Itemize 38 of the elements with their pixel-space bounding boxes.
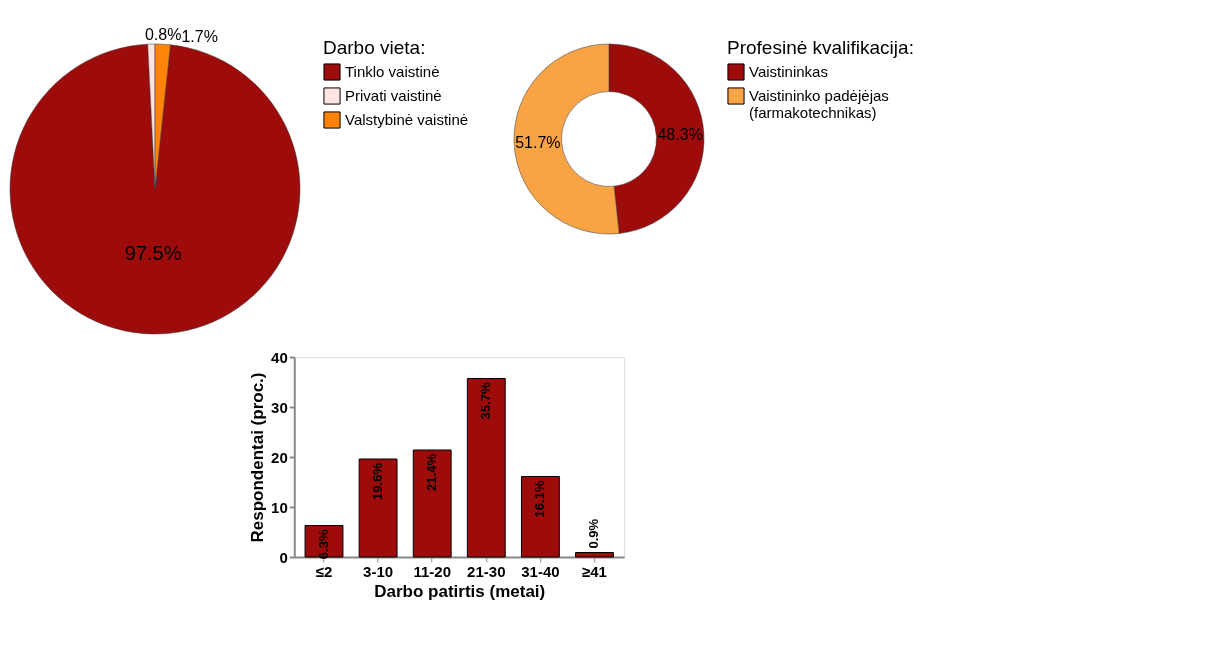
- legend-label: Vaistininkas: [749, 63, 828, 80]
- x-tick-label: 11-20: [413, 562, 451, 580]
- bar: [412, 449, 452, 558]
- y-tick-label: 0: [279, 548, 288, 566]
- y-tick-label: 20: [271, 448, 288, 466]
- pie-slice: [9, 43, 300, 335]
- data-label: 97.5%: [124, 242, 182, 265]
- bar: [466, 378, 506, 558]
- legend-label: Tinklo vaistinė: [345, 63, 440, 80]
- data-label: 35.7%: [478, 382, 494, 420]
- data-label: 0.8%: [144, 26, 182, 44]
- data-label: 48.3%: [657, 126, 703, 144]
- x-axis-title: Darbo patirtis (metai): [374, 581, 546, 601]
- legend-title: Darbo vieta:: [323, 37, 426, 58]
- data-label: 19.6%: [370, 462, 386, 500]
- x-tick-label: 3-10: [363, 562, 394, 580]
- data-label: 1.7%: [181, 28, 218, 46]
- data-label: 0.9%: [586, 518, 602, 549]
- x-tick-label: ≥41: [582, 562, 607, 580]
- legend-label: Privati vaistinė: [345, 87, 442, 104]
- y-tick-label: 30: [271, 398, 288, 416]
- legend-label: Valstybinė vaistinė: [345, 111, 469, 128]
- data-label: 6.3%: [316, 529, 331, 560]
- bar: [304, 525, 344, 558]
- legend-title: Profesinė kvalifikacija:: [727, 37, 914, 58]
- legend-label: Vaistininko padėjėjas (farmakotechnikas): [749, 87, 889, 121]
- data-label: 21.4%: [424, 453, 440, 491]
- y-axis-title: Respondentai (proc.): [248, 372, 268, 543]
- x-tick-label: 21-30: [467, 562, 506, 580]
- x-tick-label: 31-40: [521, 562, 560, 580]
- bar: [575, 552, 614, 558]
- bar: [520, 476, 560, 558]
- bar: [358, 458, 398, 558]
- data-label: 16.1%: [532, 480, 548, 518]
- y-tick-label: 10: [271, 498, 288, 516]
- x-tick-label: ≤2: [315, 562, 333, 580]
- y-tick-label: 40: [271, 348, 288, 366]
- data-label: 51.7%: [515, 133, 561, 151]
